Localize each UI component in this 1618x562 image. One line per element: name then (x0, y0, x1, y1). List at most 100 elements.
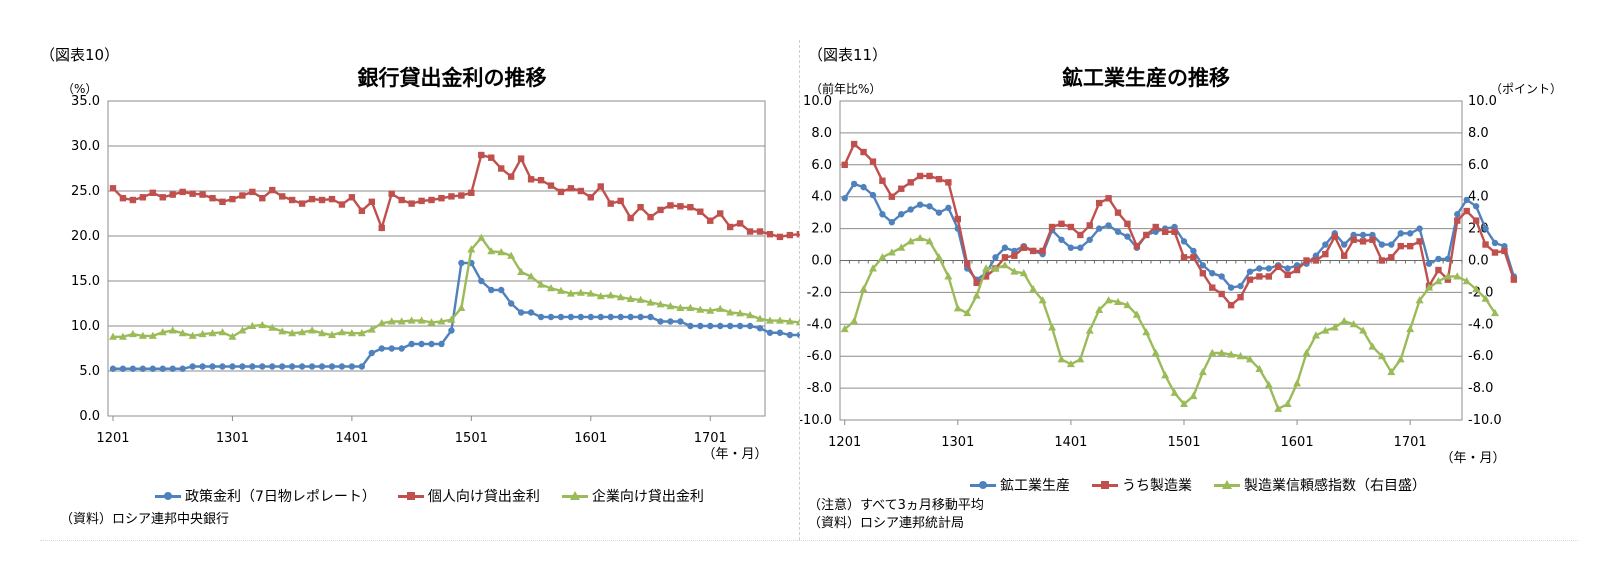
chart-title: 銀行貸出金利の推移 (357, 66, 547, 90)
data-point (1444, 255, 1452, 263)
data-point (1406, 230, 1414, 237)
legend-label: 企業向け貸出金利 (591, 489, 704, 505)
data-point (1217, 348, 1226, 357)
data-point (850, 180, 858, 188)
data-point (169, 365, 176, 372)
data-point (1077, 244, 1084, 251)
data-point (1048, 323, 1057, 331)
y2-tick-label: 4.0 (1468, 190, 1489, 205)
data-point (149, 365, 156, 372)
legend: 鉱工業生産 うち製造業 製造業信頼感指数（右目盛） (970, 475, 1426, 495)
data-point (318, 363, 326, 370)
y-tick-label: 10.0 (803, 94, 832, 109)
data-point (179, 188, 186, 196)
data-point (596, 292, 605, 300)
data-point (756, 314, 765, 322)
data-point (298, 328, 307, 336)
data-point (1114, 297, 1123, 305)
data-point (1322, 241, 1329, 248)
legend-label: 鉱工業生産 (1000, 478, 1070, 494)
data-point (916, 172, 924, 180)
data-point (119, 195, 127, 202)
data-point (1246, 268, 1254, 275)
data-point (982, 264, 991, 272)
data-point (428, 196, 435, 204)
data-point (1132, 310, 1141, 318)
data-point (547, 313, 555, 321)
data-point (1293, 266, 1301, 274)
data-point (557, 188, 565, 196)
data-point (696, 305, 705, 313)
data-point (1029, 247, 1037, 255)
data-point (1359, 238, 1367, 245)
x-tick-label: 1301 (941, 435, 974, 450)
legend-marker-square-icon (397, 491, 424, 501)
data-point (228, 332, 237, 340)
data-point (1095, 225, 1103, 232)
data-point (627, 214, 634, 222)
data-point (795, 318, 800, 326)
data-point (1190, 247, 1197, 255)
data-point (1209, 284, 1216, 291)
data-point (239, 192, 246, 199)
data-point (1086, 236, 1093, 243)
data-point (378, 345, 385, 352)
data-point (269, 186, 276, 194)
data-point (1462, 277, 1471, 285)
data-point (1491, 239, 1499, 247)
data-point (327, 330, 336, 338)
data-point (687, 204, 694, 211)
x-tick-label: 1201 (828, 435, 861, 450)
data-point (288, 196, 296, 204)
data-point (1199, 262, 1207, 269)
y-tick-label: 6.0 (811, 158, 832, 173)
y-tick-label: 15.0 (71, 274, 100, 289)
data-point (178, 329, 187, 337)
data-point (547, 182, 555, 189)
data-point (189, 363, 196, 370)
data-point (756, 228, 764, 235)
data-point (527, 309, 535, 316)
data-point (850, 140, 858, 148)
data-point (199, 363, 206, 370)
chart-right-svg: -10.0 -10.0-8.0 -8.0-6.0 -6.0-4.0 -4.0-2.0 -2… (800, 94, 1518, 466)
data-point (517, 267, 526, 275)
data-point (377, 319, 386, 327)
data-point (129, 196, 137, 204)
data-point (347, 329, 356, 337)
data-point (1048, 223, 1056, 231)
data-point (991, 264, 1000, 272)
data-point (935, 175, 943, 183)
legend-label: 個人向け貸出金利 (427, 489, 540, 505)
data-point (1199, 270, 1207, 277)
legend-item-corporate-rate: 企業向け貸出金利 (561, 486, 704, 506)
data-point (318, 196, 326, 204)
data-point (139, 194, 147, 201)
data-point (1321, 326, 1330, 334)
data-point (567, 185, 575, 192)
data-point (676, 303, 685, 311)
data-point (775, 316, 784, 324)
x-axis-unit: （年・月） (1440, 451, 1505, 466)
legend-label: 製造業信頼感指数（右目盛） (1244, 478, 1426, 494)
data-point (736, 309, 745, 317)
data-point (637, 204, 644, 211)
data-point (926, 203, 933, 210)
data-point (887, 248, 896, 256)
series-triangle (108, 233, 800, 340)
data-point (488, 286, 495, 294)
y2-tick-label: -10.0 (1468, 413, 1502, 428)
data-point (249, 363, 256, 370)
data-point (448, 327, 455, 334)
series-line (112, 261, 800, 370)
data-point (1416, 238, 1423, 245)
data-point (298, 363, 306, 370)
y2-tick-label: 8.0 (1468, 126, 1489, 141)
legend-item-manufacturing: うち製造業 (1092, 475, 1192, 495)
data-point (348, 194, 356, 201)
source-note: （資料）ロシア連邦中央銀行 (60, 512, 230, 527)
data-point (687, 322, 694, 330)
data-point (457, 303, 466, 311)
data-point (1265, 273, 1273, 280)
data-point (1114, 209, 1122, 216)
